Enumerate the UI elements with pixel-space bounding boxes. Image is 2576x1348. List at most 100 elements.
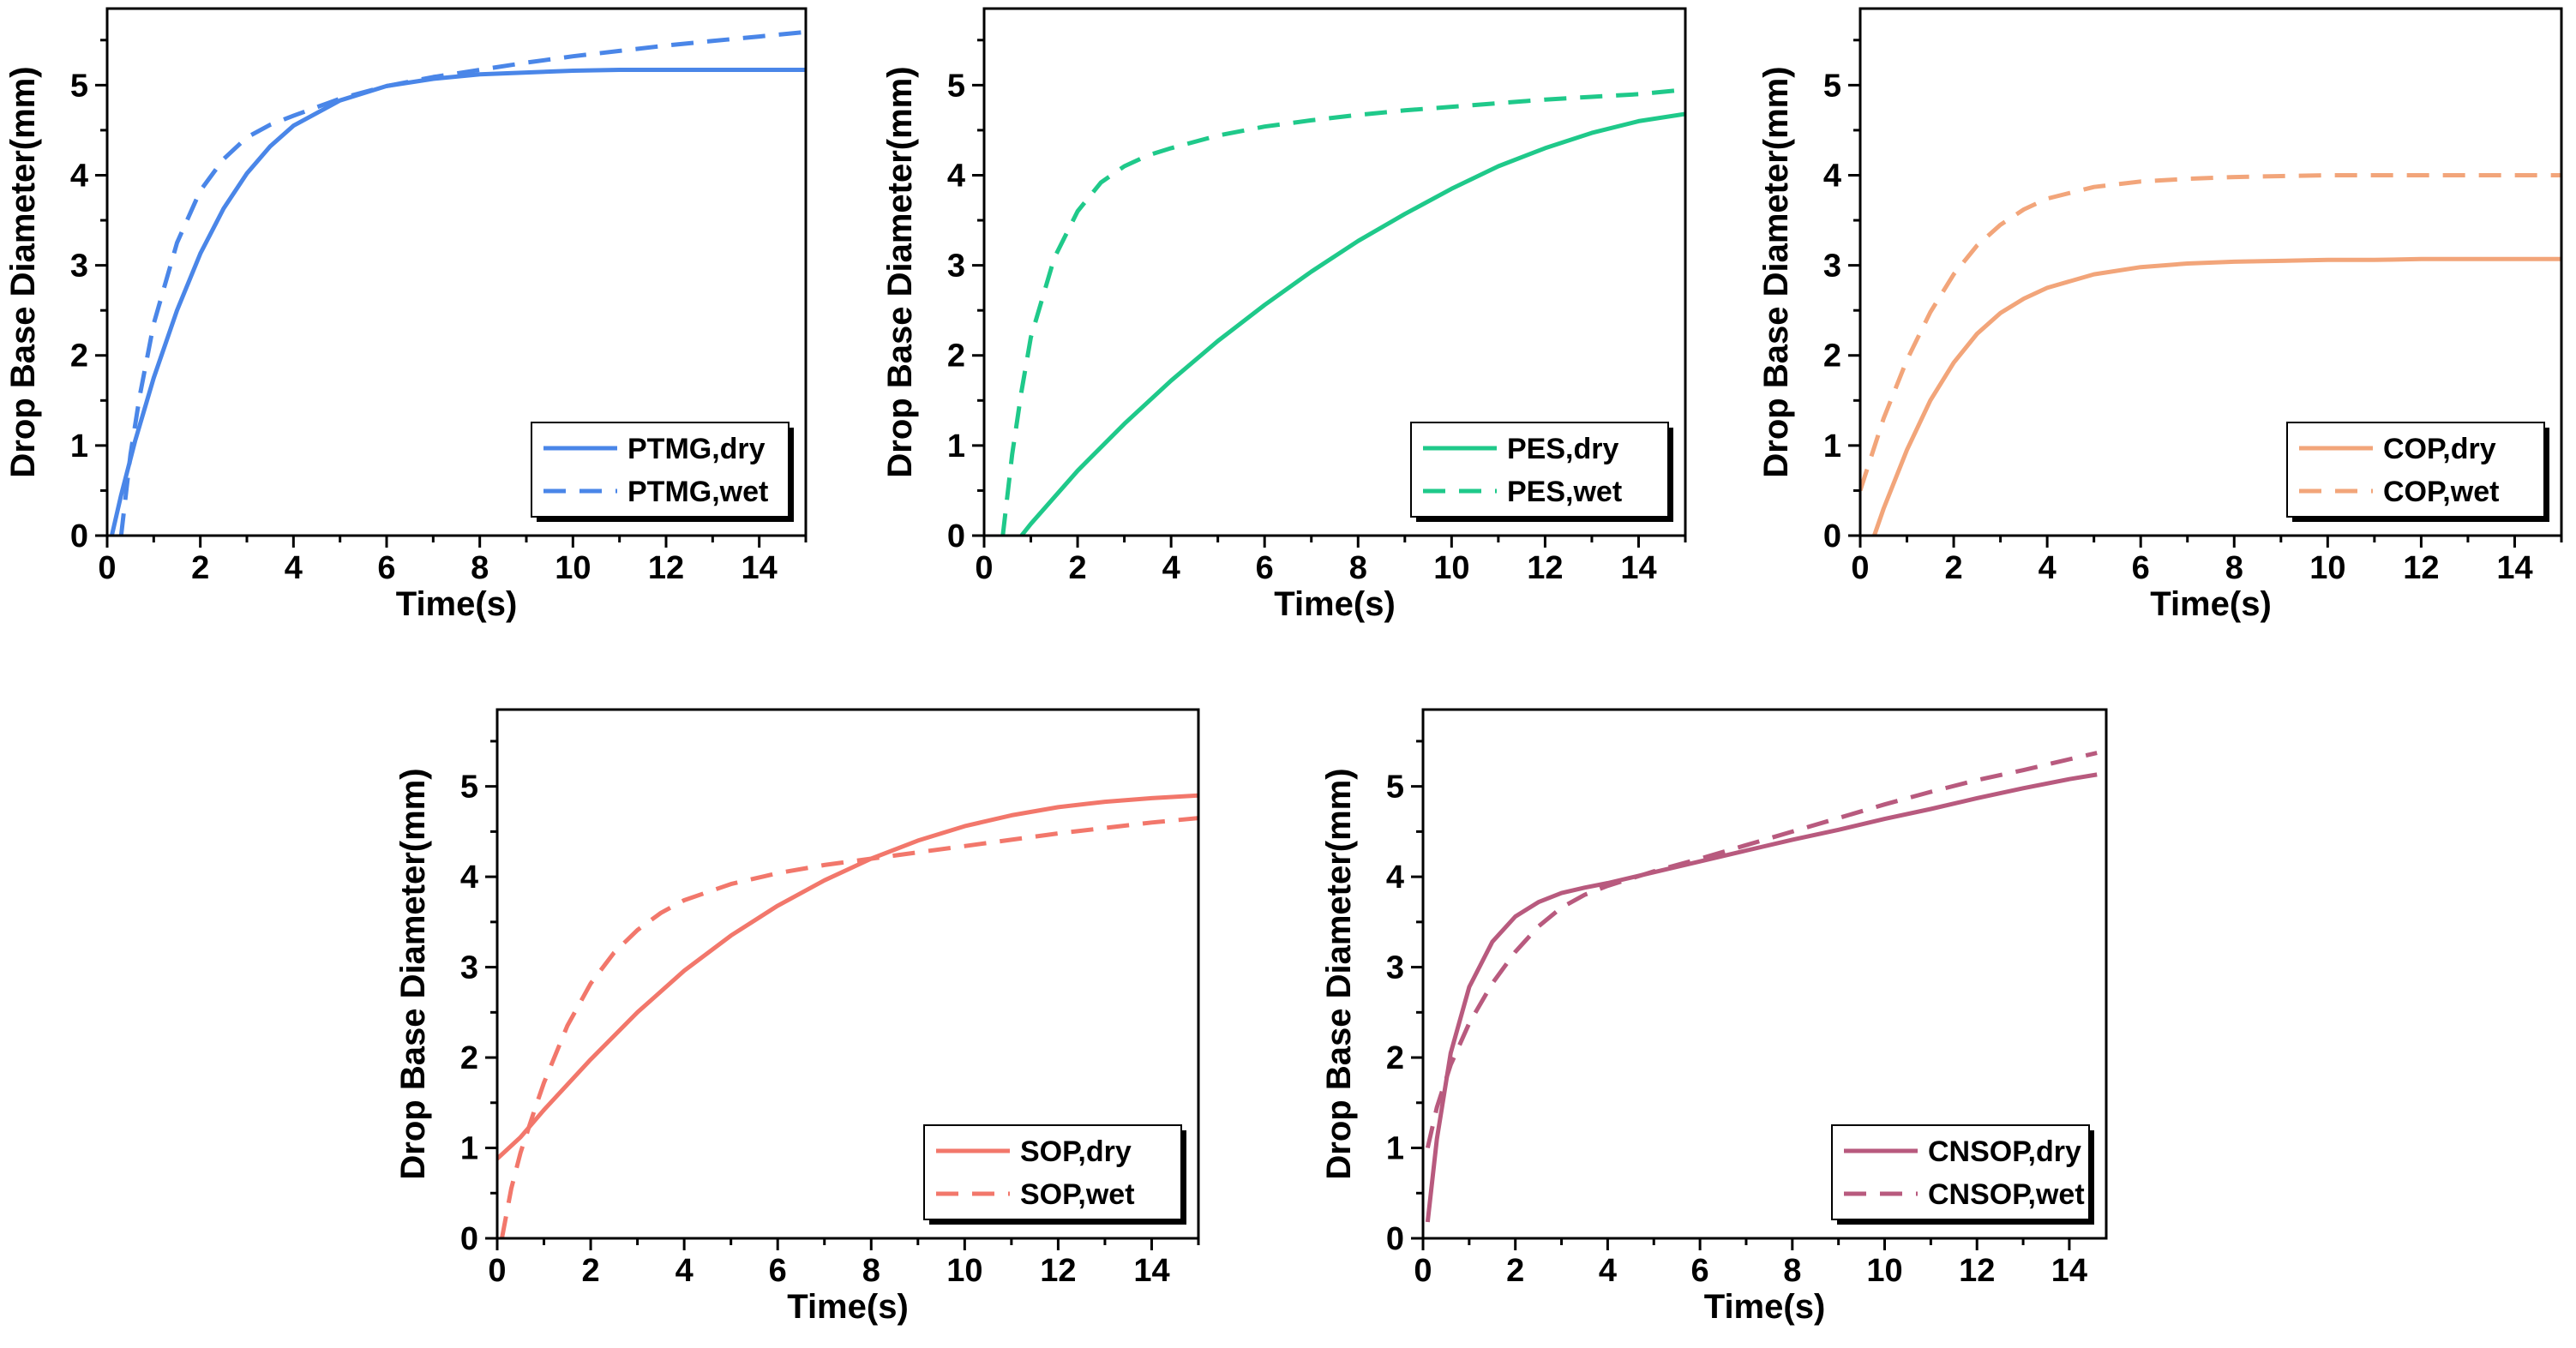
y-tick-label: 3 xyxy=(947,249,965,285)
x-tick-label: 8 xyxy=(1783,1253,1801,1289)
y-tick-label: 4 xyxy=(70,158,88,194)
legend-box xyxy=(1410,422,1669,518)
series-line-ptmg-dry xyxy=(109,68,806,536)
x-tick-label: 8 xyxy=(862,1253,880,1289)
x-tick-label: 10 xyxy=(2309,550,2345,586)
legend-label: SOP,dry xyxy=(1020,1135,1132,1168)
legend-box xyxy=(531,422,790,518)
legend-box xyxy=(1831,1124,2090,1220)
y-tick-label: 4 xyxy=(947,158,965,194)
y-tick-label: 3 xyxy=(70,249,88,285)
legend-label: PES,wet xyxy=(1507,476,1622,508)
y-tick-label: 3 xyxy=(1823,249,1841,285)
x-tick-label: 10 xyxy=(946,1253,982,1289)
series-line-pes-wet xyxy=(1000,87,1685,536)
y-tick-label: 5 xyxy=(1386,770,1404,806)
x-tick-label: 2 xyxy=(1068,550,1086,586)
legend-label: COP,dry xyxy=(2383,433,2496,465)
x-tick-label: 14 xyxy=(742,550,778,586)
x-axis-label: Time(s) xyxy=(787,1288,909,1326)
y-tick-label: 5 xyxy=(460,770,478,806)
x-tick-label: 12 xyxy=(1959,1253,1995,1289)
plot-frame xyxy=(982,7,1687,537)
x-axis-label: Time(s) xyxy=(1704,1288,1826,1326)
y-tick-label: 5 xyxy=(947,68,965,104)
x-tick-label: 8 xyxy=(1349,550,1367,586)
x-tick-label: 12 xyxy=(1527,550,1563,586)
legend-box xyxy=(2286,422,2545,518)
plot-frame xyxy=(105,7,808,537)
x-tick-label: 10 xyxy=(1866,1253,1902,1289)
y-tick-label: 2 xyxy=(1823,338,1841,374)
legend-label: PTMG,dry xyxy=(627,433,766,465)
legend: COP,dry COP,wet xyxy=(2286,422,2549,522)
x-tick-label: 10 xyxy=(1433,550,1469,586)
y-tick-label: 2 xyxy=(947,338,965,374)
y-tick-label: 1 xyxy=(947,428,965,464)
x-tick-label: 0 xyxy=(488,1253,506,1289)
x-tick-label: 0 xyxy=(1851,550,1869,586)
y-tick-label: 3 xyxy=(460,950,478,986)
y-axis-label: Drop Base Diameter(mm) xyxy=(1320,768,1358,1179)
x-tick-label: 2 xyxy=(191,550,209,586)
y-tick-label: 4 xyxy=(1386,860,1404,896)
x-tick-label: 4 xyxy=(676,1253,694,1289)
y-tick-label: 4 xyxy=(1823,158,1841,194)
legend-label: SOP,wet xyxy=(1020,1178,1135,1211)
x-tick-label: 14 xyxy=(1133,1253,1169,1289)
y-tick-label: 0 xyxy=(460,1221,478,1257)
x-tick-label: 2 xyxy=(1506,1253,1524,1289)
x-tick-label: 4 xyxy=(2039,550,2057,586)
x-tick-label: 12 xyxy=(648,550,684,586)
x-axis-label: Time(s) xyxy=(1274,585,1396,623)
y-tick-label: 5 xyxy=(1823,68,1841,104)
x-tick-label: 4 xyxy=(285,550,303,586)
x-tick-label: 8 xyxy=(2225,550,2243,586)
legend: PES,dry PES,wet xyxy=(1410,422,1673,522)
x-tick-label: 4 xyxy=(1599,1253,1617,1289)
series-line-cop-wet xyxy=(1860,173,2561,492)
series-line-cnsop-wet xyxy=(1425,751,2098,1149)
y-tick-label: 2 xyxy=(70,338,88,374)
x-tick-label: 12 xyxy=(1040,1253,1076,1289)
y-axis-label: Drop Base Diameter(mm) xyxy=(394,768,432,1179)
series-line-pes-dry xyxy=(1019,111,1685,536)
x-tick-label: 14 xyxy=(2051,1253,2087,1289)
y-tick-label: 0 xyxy=(1386,1221,1404,1257)
y-tick-label: 2 xyxy=(460,1040,478,1076)
y-tick-label: 4 xyxy=(460,860,478,896)
y-tick-label: 1 xyxy=(70,428,88,464)
series-line-sop-dry xyxy=(497,793,1198,1161)
legend-label: COP,wet xyxy=(2383,476,2499,508)
y-axis-label: Drop Base Diameter(mm) xyxy=(4,66,42,477)
legend: PTMG,dry PTMG,wet xyxy=(531,422,794,522)
y-tick-label: 0 xyxy=(947,518,965,554)
legend: SOP,dry SOP,wet xyxy=(923,1124,1186,1225)
y-tick-label: 1 xyxy=(1823,428,1841,464)
legend-label: CNSOP,wet xyxy=(1928,1178,2085,1211)
plot-frame xyxy=(495,708,1200,1240)
y-tick-label: 2 xyxy=(1386,1040,1404,1076)
y-tick-label: 1 xyxy=(1386,1131,1404,1167)
legend-label: PES,dry xyxy=(1507,433,1618,465)
y-tick-label: 3 xyxy=(1386,950,1404,986)
y-tick-label: 0 xyxy=(70,518,88,554)
y-tick-label: 0 xyxy=(1823,518,1841,554)
x-tick-label: 14 xyxy=(2496,550,2532,586)
series-line-cop-dry xyxy=(1872,256,2561,536)
legend: CNSOP,dry CNSOP,wet xyxy=(1831,1124,2094,1225)
legend-label: PTMG,wet xyxy=(627,476,768,508)
y-axis-label: Drop Base Diameter(mm) xyxy=(1757,66,1795,477)
x-axis-label: Time(s) xyxy=(2150,585,2272,623)
y-tick-label: 1 xyxy=(460,1131,478,1167)
legend-box xyxy=(923,1124,1182,1220)
x-tick-label: 2 xyxy=(1944,550,1962,586)
x-tick-label: 6 xyxy=(377,550,395,586)
x-tick-label: 6 xyxy=(1691,1253,1709,1289)
